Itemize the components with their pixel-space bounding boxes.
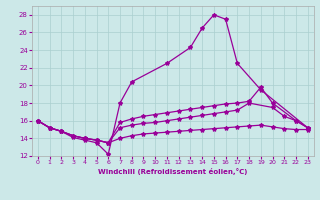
X-axis label: Windchill (Refroidissement éolien,°C): Windchill (Refroidissement éolien,°C) <box>98 168 247 175</box>
